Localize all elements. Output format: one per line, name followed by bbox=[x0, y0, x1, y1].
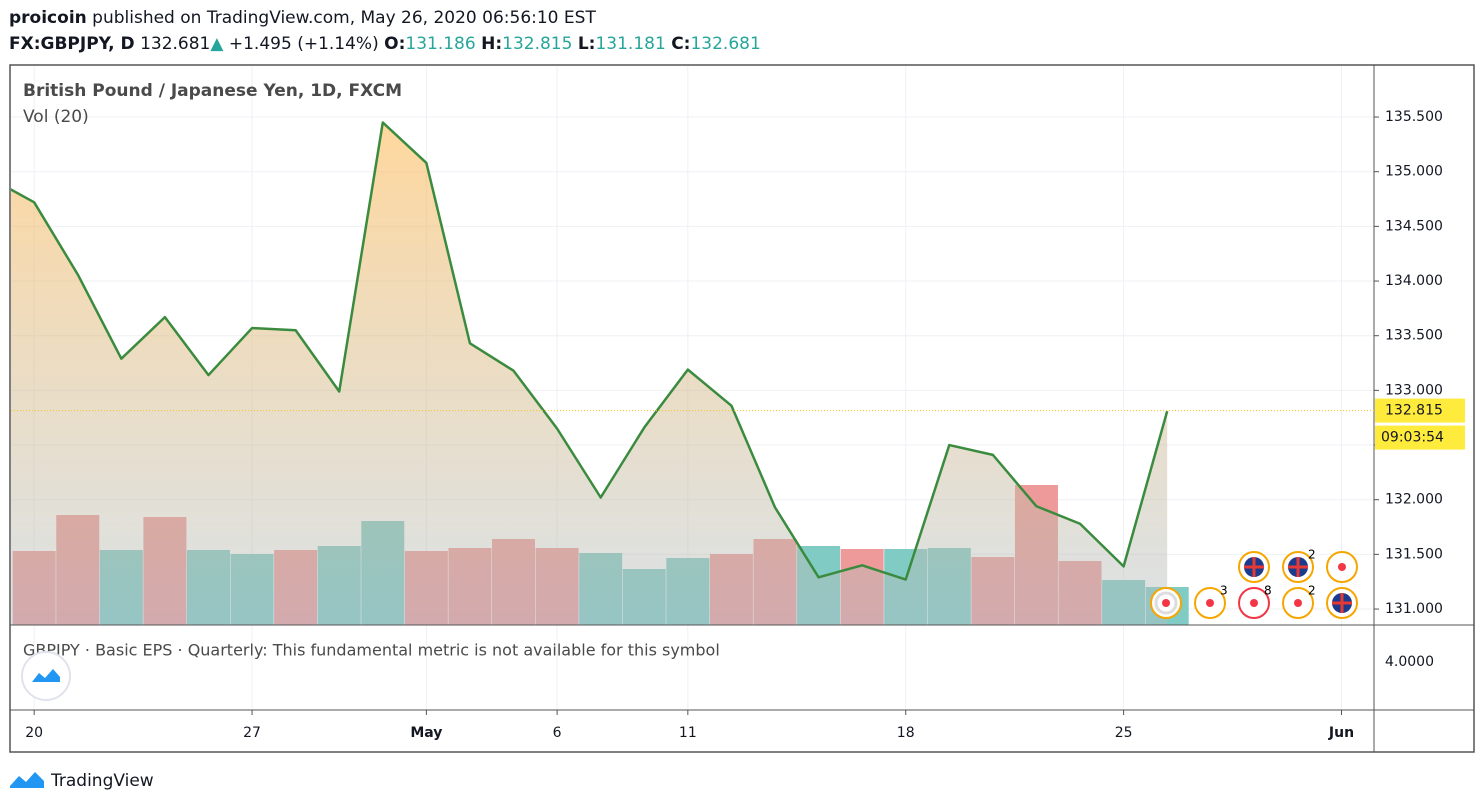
x-tick-label: 11 bbox=[679, 725, 697, 741]
h: 132.815 bbox=[502, 34, 572, 54]
event-count: 8 bbox=[1264, 584, 1272, 598]
logo bbox=[10, 772, 44, 788]
countdown-tag bbox=[1375, 425, 1465, 450]
l: 131.181 bbox=[595, 34, 665, 54]
price-tag-label: 132.815 bbox=[1385, 403, 1443, 419]
x-tick-label: 25 bbox=[1115, 725, 1133, 741]
header-line: proicoin published on TradingView.com, M… bbox=[9, 8, 596, 28]
frame bbox=[9, 64, 1475, 753]
event-dot bbox=[1294, 599, 1302, 607]
c: 132.681 bbox=[690, 34, 760, 54]
y-tick-label: 134.500 bbox=[1385, 218, 1443, 234]
change: +1.495 (+1.14%) bbox=[229, 34, 379, 54]
y-tick-label: 133.500 bbox=[1385, 328, 1443, 344]
y-tick-label: 132.000 bbox=[1385, 492, 1443, 508]
x-tick-label: 6 bbox=[553, 725, 562, 741]
event-dot bbox=[1338, 563, 1346, 571]
eps-icon bbox=[21, 651, 71, 701]
h-label: H: bbox=[481, 34, 502, 54]
event-count: 2 bbox=[1308, 584, 1316, 598]
event-dot bbox=[1250, 599, 1258, 607]
o-label: O: bbox=[384, 34, 405, 54]
last: 132.681 bbox=[140, 34, 210, 54]
y-tick-label: 131.000 bbox=[1385, 601, 1443, 617]
flag-cross bbox=[1332, 593, 1352, 613]
x-tick-label: May bbox=[410, 725, 442, 741]
o: 131.186 bbox=[405, 34, 475, 54]
eps-icon-shape bbox=[32, 669, 60, 682]
x-tick-label: 27 bbox=[243, 725, 261, 741]
volume-label: Vol (20) bbox=[23, 107, 89, 127]
y-tick-label: 133.000 bbox=[1385, 382, 1443, 398]
x-tick-label: 18 bbox=[897, 725, 915, 741]
price-line bbox=[11, 121, 1169, 581]
event-dot bbox=[1162, 599, 1170, 607]
lower-axis-label: 4.0000 bbox=[1385, 654, 1434, 670]
flag-cross bbox=[1244, 557, 1264, 577]
y-tick-label: 135.000 bbox=[1385, 164, 1443, 180]
published: published on TradingView.com, May 26, 20… bbox=[92, 8, 596, 28]
countdown-label: 09:03:54 bbox=[1381, 430, 1444, 446]
y-tick-label: 135.500 bbox=[1385, 109, 1443, 125]
event-count: 2 bbox=[1308, 548, 1316, 562]
c-label: C: bbox=[671, 34, 690, 54]
area-fill bbox=[11, 122, 1168, 625]
footer: TradingView bbox=[50, 771, 154, 791]
symbol-line: FX:GBPJPY, D 132.681▲ +1.495 (+1.14%) O:… bbox=[9, 34, 761, 54]
price bbox=[11, 121, 1169, 625]
x-tick-label: 20 bbox=[25, 725, 43, 741]
y-tick-label: 131.500 bbox=[1385, 546, 1443, 562]
price-tag bbox=[1375, 398, 1465, 423]
arrow: ▲ bbox=[210, 34, 224, 54]
chart-title: British Pound / Japanese Yen, 1D, FXCM bbox=[23, 81, 402, 101]
symbol: FX:GBPJPY, D bbox=[9, 34, 135, 54]
lower-pane-text: GBPJPY · Basic EPS · Quarterly: This fun… bbox=[23, 641, 720, 660]
y-tick-label: 134.000 bbox=[1385, 273, 1443, 289]
event-dot bbox=[1206, 599, 1214, 607]
flag-cross bbox=[1288, 557, 1308, 577]
events: 3 8 2 2 bbox=[1150, 548, 1358, 619]
author: proicoin bbox=[9, 8, 87, 28]
l-label: L: bbox=[578, 34, 596, 54]
event-count: 3 bbox=[1220, 584, 1228, 598]
x-tick-label: Jun bbox=[1328, 725, 1354, 741]
